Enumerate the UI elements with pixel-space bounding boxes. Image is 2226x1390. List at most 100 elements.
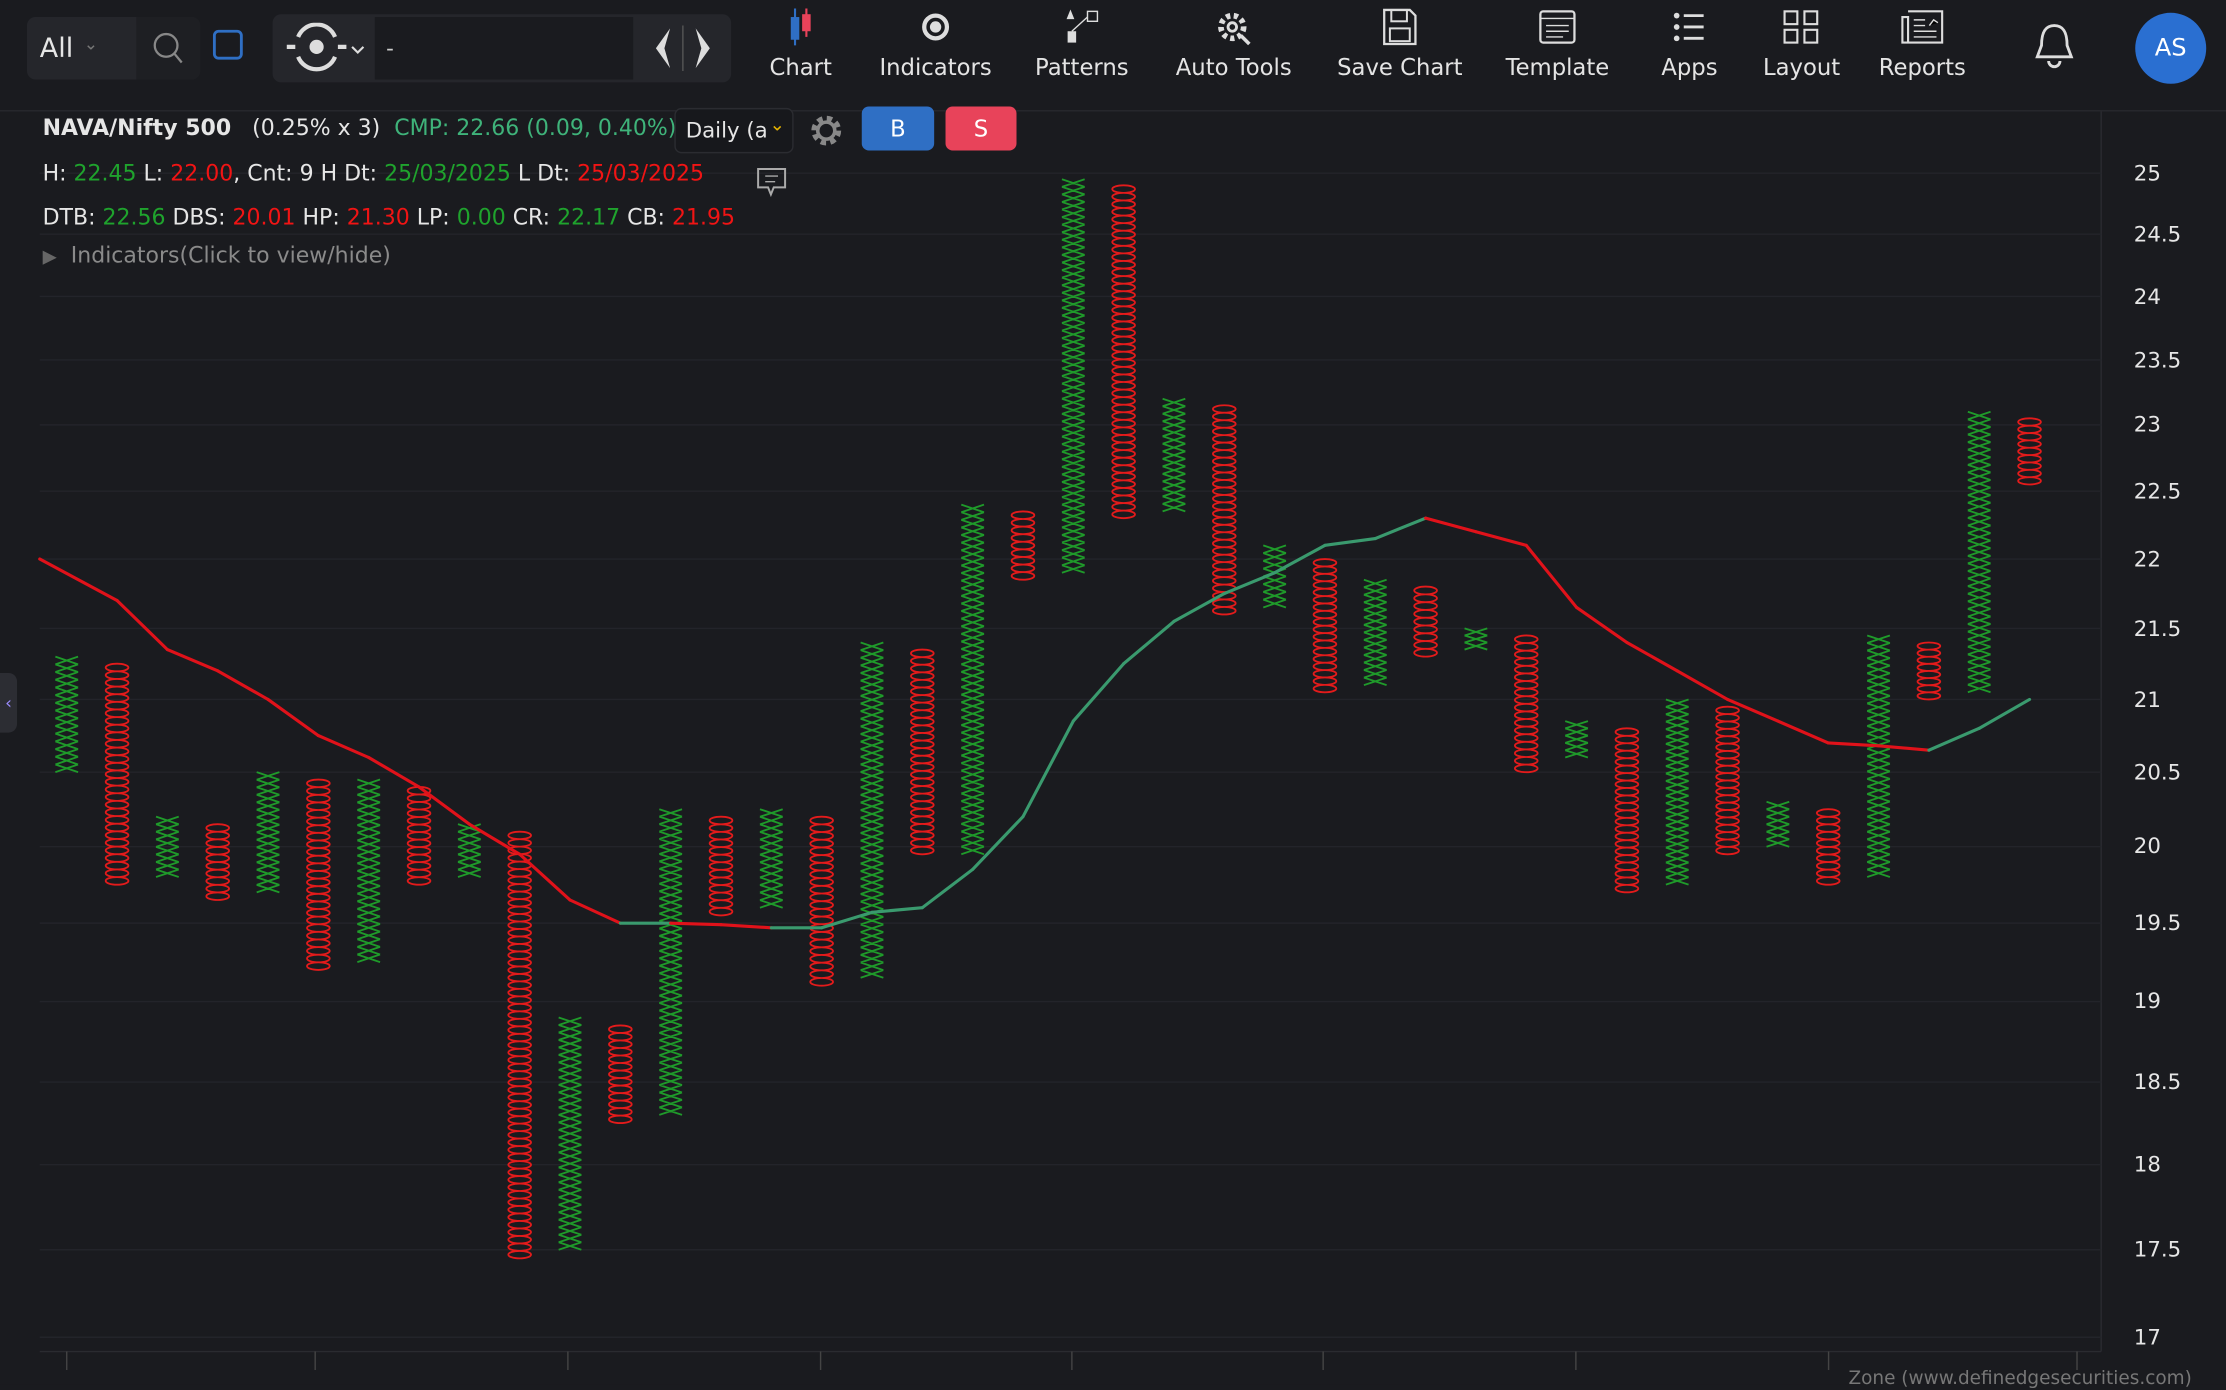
patterns-icon	[1066, 9, 1099, 43]
symbol-bar: -	[272, 14, 732, 83]
o-column	[1815, 808, 1841, 886]
moving-average-segment	[1625, 640, 1679, 673]
moving-average-segment	[669, 921, 723, 927]
high-date: 25/03/2025	[384, 160, 511, 186]
o-column	[1513, 634, 1539, 774]
x-column	[457, 823, 482, 878]
search-group: All ⌄	[26, 17, 201, 80]
buy-button[interactable]: B	[861, 106, 935, 151]
symbol-input[interactable]: -	[374, 17, 634, 80]
settings-gear-icon[interactable]	[808, 112, 845, 149]
y-tick-label: 22.5	[2133, 478, 2182, 504]
indicators-toggle[interactable]: ▶ Indicators(Click to view/hide)	[42, 242, 391, 269]
o-column	[910, 648, 935, 856]
x-column	[759, 808, 783, 909]
toolbar-layout-button[interactable]: Layout	[1731, 6, 1873, 81]
y-tick-label: 17.5	[2133, 1236, 2182, 1263]
comment-icon[interactable]	[754, 165, 791, 199]
toolbar-indicators-button[interactable]: Indicators	[865, 6, 1007, 81]
x-column	[55, 655, 79, 774]
x-column	[1162, 397, 1186, 513]
x-column	[1363, 578, 1387, 686]
toolbar-label: Chart	[769, 53, 832, 81]
x-column	[960, 503, 985, 856]
o-column	[1715, 705, 1740, 856]
watchlist-eye-icon[interactable]	[281, 22, 372, 74]
moving-average-segment	[417, 785, 471, 826]
indicators-icon	[922, 13, 950, 41]
dbs-value: 20.01	[232, 204, 296, 230]
y-tick-label: 20.5	[2133, 759, 2182, 785]
prev-next-arrows[interactable]	[645, 23, 730, 74]
y-tick-label: 21	[2133, 686, 2161, 713]
collapse-panel-handle[interactable]: ‹	[0, 672, 18, 733]
interval-dropdown[interactable]: Daily (a ⌄	[674, 107, 794, 154]
x-column	[357, 778, 381, 963]
symbol-info-row: NAVA/Nifty 500 (0.25% x 3) CMP: 22.66 (0…	[43, 115, 677, 141]
x-column	[1665, 698, 1689, 886]
cmp-value: CMP: 22.66 (0.09, 0.40%)	[394, 114, 677, 141]
toolbar-label: Reports	[1878, 53, 1966, 81]
toolbar-label: Apps	[1661, 53, 1718, 81]
moving-average-segment	[38, 557, 119, 603]
moving-average-segment	[1776, 719, 1830, 745]
cb-value: 21.95	[671, 204, 735, 230]
o-column	[708, 815, 734, 917]
search-button[interactable]	[136, 17, 201, 80]
moving-average-segment	[1021, 719, 1075, 819]
lp-value: 0.00	[456, 204, 506, 230]
moving-average-segment	[316, 734, 371, 760]
cr-value: 22.17	[557, 204, 621, 230]
filter-dropdown[interactable]: All	[39, 32, 74, 64]
moving-average-segment	[165, 647, 220, 673]
bell-icon[interactable]	[2032, 20, 2077, 71]
y-tick-label: 20	[2133, 833, 2161, 860]
moving-average-segment	[1071, 662, 1126, 723]
x-column	[1061, 178, 1085, 574]
sell-button[interactable]: S	[945, 106, 1017, 151]
moving-average-segment	[518, 852, 572, 902]
moving-average-segment	[115, 598, 169, 652]
o-column	[809, 815, 834, 987]
toolbar-auto-tools-button[interactable]: Auto Tools	[1163, 6, 1305, 81]
toolbar-reports-button[interactable]: Reports	[1851, 6, 1993, 81]
color-checkbox[interactable]	[212, 29, 243, 60]
prev-icon	[655, 28, 671, 69]
y-tick-label: 22	[2133, 546, 2161, 572]
newspaper-icon	[1901, 10, 1944, 44]
search-icon	[153, 32, 183, 64]
moving-average-segment	[1977, 697, 2032, 730]
o-column	[1111, 184, 1136, 520]
toolbar-save-chart-button[interactable]: Save Chart	[1329, 6, 1471, 81]
o-column	[104, 662, 130, 886]
x-column	[558, 1016, 582, 1251]
toolbar-chart-button[interactable]: Chart	[730, 6, 872, 81]
box-size: (0.25% x 3)	[252, 114, 381, 141]
high-low-row: H: 22.45 L: 22.00, Cnt: 9 H Dt: 25/03/20…	[42, 160, 705, 186]
moving-average-segment	[1927, 726, 1981, 752]
moving-average-segment	[1575, 605, 1629, 645]
moving-average-segment	[467, 822, 522, 856]
next-icon	[695, 28, 710, 69]
toolbar-apps-button[interactable]: Apps	[1618, 6, 1760, 81]
toolbar-patterns-button[interactable]: Patterns	[1011, 6, 1153, 81]
o-column	[2017, 417, 2042, 486]
o-column	[1413, 585, 1438, 658]
x-column	[256, 771, 280, 894]
toolbar-label: Template	[1505, 53, 1610, 81]
moving-average-segment	[1675, 669, 1730, 702]
moving-average-segment	[1424, 516, 1478, 534]
high-value: 22.45	[73, 160, 137, 186]
moving-average-segment	[1474, 530, 1528, 547]
avatar[interactable]: AS	[2135, 12, 2207, 84]
moving-average-segment	[1323, 536, 1377, 547]
low-date: 25/03/2025	[577, 160, 705, 186]
toolbar-template-button[interactable]: Template	[1486, 6, 1628, 81]
o-column	[1614, 727, 1640, 894]
interval-value: Daily (a	[685, 117, 768, 144]
x-column	[1766, 800, 1790, 848]
x-column	[1464, 627, 1488, 651]
chevron-down-icon: ⌄	[769, 114, 785, 137]
